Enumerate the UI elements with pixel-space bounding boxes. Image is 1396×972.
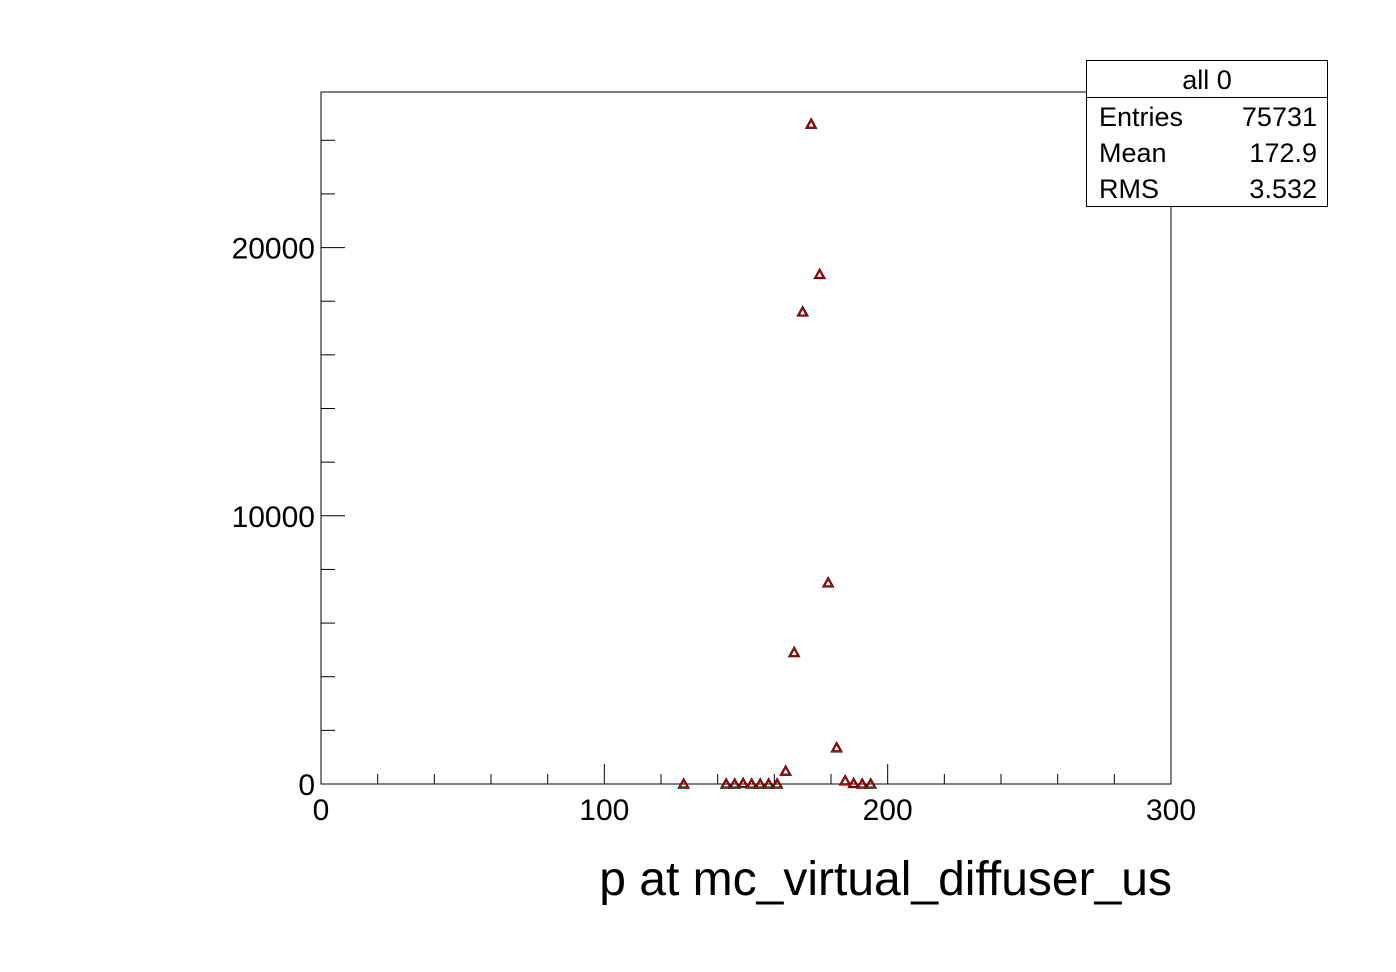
data-point (831, 742, 843, 752)
x-axis: 0 100 200 300 (313, 764, 1196, 827)
data-point (763, 778, 775, 789)
x-tick-label: 0 (313, 794, 330, 827)
plot-frame (320, 91, 1172, 785)
stats-value: 172.9 (1249, 138, 1317, 168)
data-point (797, 306, 809, 317)
x-tick-label: 200 (863, 794, 913, 827)
data-point (839, 775, 851, 785)
data-point (720, 778, 732, 789)
data-point (746, 778, 758, 789)
stats-box: all 0 Entries 75731 Mean 172.9 RMS 3.532 (1086, 60, 1328, 207)
data-point (729, 778, 741, 789)
y-tick-label: 0 (298, 769, 315, 802)
stats-row-mean: Mean 172.9 (1099, 135, 1317, 171)
data-point (856, 778, 868, 789)
y-tick-label: 20000 (232, 233, 315, 266)
stats-label: RMS (1099, 174, 1159, 204)
data-point (805, 118, 817, 129)
data-point (865, 778, 877, 789)
stats-value: 75731 (1241, 102, 1317, 132)
data-point (814, 268, 826, 279)
y-axis: 0 10000 20000 (232, 139, 345, 802)
stats-title: all 0 (1087, 61, 1327, 98)
data-points (677, 117, 878, 789)
x-tick-label: 300 (1146, 794, 1196, 827)
data-point (780, 765, 792, 776)
stats-label: Mean (1099, 138, 1167, 168)
data-point (771, 778, 783, 789)
x-tick-label: 100 (579, 794, 629, 827)
data-point (788, 646, 800, 657)
data-point (678, 778, 690, 789)
data-point (754, 778, 766, 789)
data-point (848, 777, 860, 788)
data-point (737, 777, 749, 788)
stats-row-rms: RMS 3.532 (1099, 171, 1317, 207)
stats-label: Entries (1099, 102, 1184, 132)
x-axis-title: p at mc_virtual_diffuser_us (599, 853, 1172, 906)
data-point (822, 577, 834, 588)
stats-row-entries: Entries 75731 (1099, 99, 1317, 135)
y-tick-label: 10000 (232, 501, 315, 534)
stats-value: 3.532 (1249, 174, 1317, 204)
